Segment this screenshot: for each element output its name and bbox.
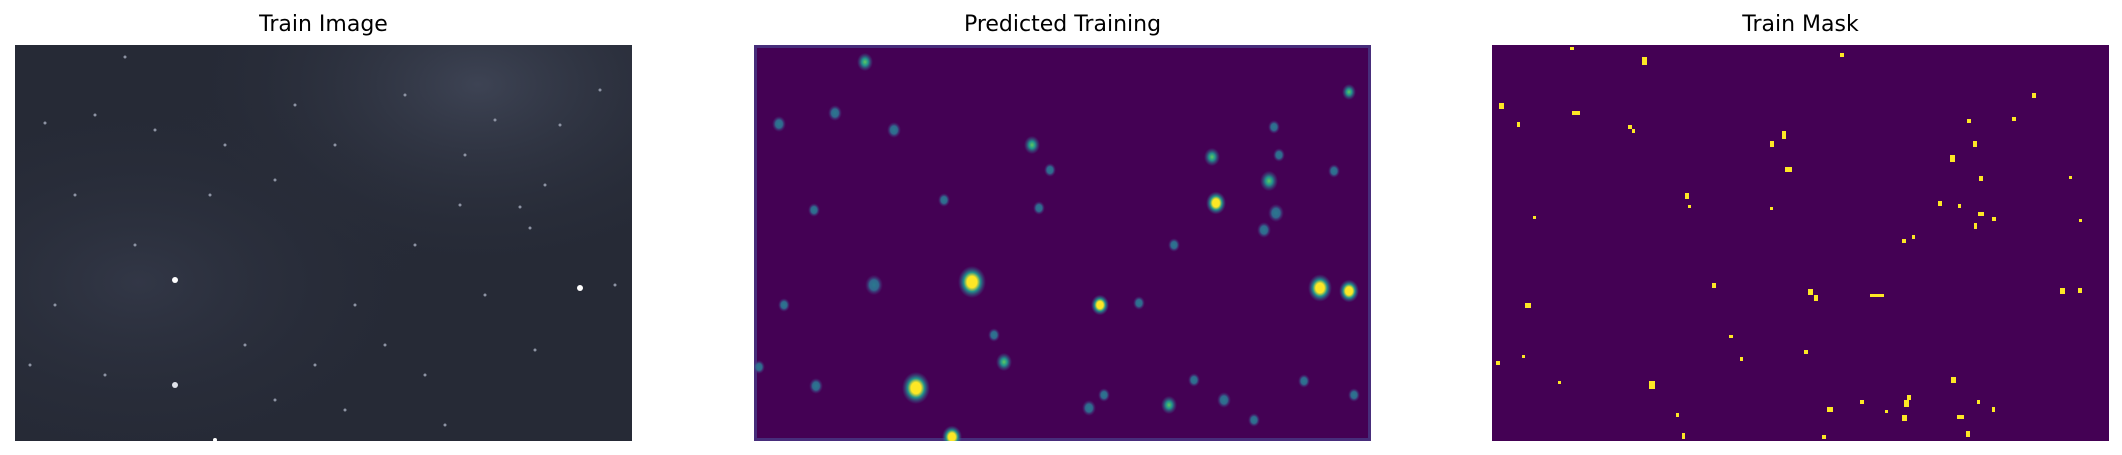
- panel-predicted-training: Predicted Training: [754, 0, 1371, 455]
- panel-train-image: Train Image: [15, 0, 632, 455]
- train-image: [15, 45, 632, 441]
- train-image-particles: [28, 55, 617, 441]
- panel-title-train-mask: Train Mask: [1742, 12, 1859, 37]
- panel-title-train-image: Train Image: [259, 12, 388, 37]
- panel-train-mask: Train Mask: [1492, 0, 2109, 455]
- train-mask-image: [1492, 45, 2109, 441]
- panel-title-predicted-training: Predicted Training: [963, 12, 1162, 37]
- prediction-blobs: [754, 52, 1360, 441]
- predicted-training-image: [754, 45, 1371, 441]
- mask-pixels: [1496, 47, 2082, 439]
